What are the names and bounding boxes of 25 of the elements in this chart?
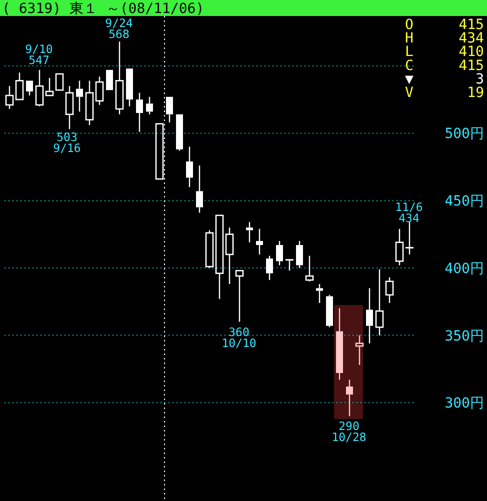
annotation: ▼ bbox=[405, 71, 414, 88]
text: 3 bbox=[476, 71, 484, 88]
title-bar: ( 6319) 東１ ～(08/11/06) bbox=[0, 0, 487, 17]
text: 415 bbox=[458, 17, 484, 33]
annotation: V bbox=[405, 85, 414, 101]
annotation: C bbox=[405, 58, 414, 74]
annotation: L bbox=[405, 44, 414, 60]
annotation: 360 10/10 bbox=[222, 325, 256, 350]
annotation: 9/24 568 bbox=[105, 16, 133, 41]
text: 410 bbox=[458, 44, 484, 60]
annotation: 503 9/16 bbox=[53, 130, 81, 155]
annotation: H bbox=[405, 30, 414, 47]
text: 415 bbox=[458, 58, 484, 74]
y-tick-label: 500円 bbox=[444, 126, 484, 142]
text: 19 bbox=[467, 85, 484, 101]
y-tick-label: 400円 bbox=[444, 260, 484, 277]
chart-title: ( 6319) 東１ ～(08/11/06) bbox=[2, 1, 204, 17]
annotation: 290 10/28 bbox=[332, 419, 366, 444]
text: 434 bbox=[458, 30, 484, 47]
annotation: 9/10 547 bbox=[25, 42, 53, 67]
annotation: O bbox=[405, 17, 414, 33]
y-tick-label: 450円 bbox=[444, 194, 484, 210]
annotation: 11/6 434 bbox=[395, 200, 423, 225]
y-tick-label: 300円 bbox=[444, 396, 484, 412]
y-tick-label: 350円 bbox=[444, 328, 484, 344]
